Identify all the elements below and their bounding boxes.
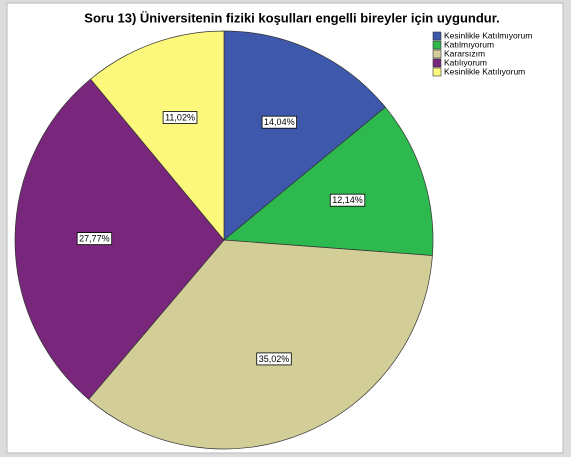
legend-label: Katılmıyorum [444, 39, 494, 49]
pie-slice [223, 106, 434, 256]
data-label: 12,14% [332, 195, 363, 205]
pie-slice [223, 30, 386, 241]
legend-label: Kararsızım [444, 48, 485, 58]
legend-swatch [432, 58, 442, 68]
data-label-box [261, 115, 297, 129]
legend-swatch [432, 49, 442, 59]
data-label-box [162, 111, 198, 124]
legend-swatch [432, 67, 442, 77]
chart-title: Soru 13) Üniversitenin fiziki koşulları … [84, 10, 499, 25]
legend-label: Kesinlikle Katılmıyorum [444, 30, 532, 40]
data-label-box [329, 193, 366, 207]
data-label: 35,02% [259, 354, 290, 364]
pie-slice [14, 78, 225, 400]
pie-slice [90, 30, 225, 241]
data-label: 14,04% [264, 117, 295, 127]
legend-swatch [432, 40, 442, 50]
data-label: 11,02% [165, 112, 195, 122]
pie-slice [88, 239, 433, 450]
data-label-box [256, 352, 292, 366]
legend-label: Kesinlikle Katılıyorum [444, 66, 525, 76]
legend-swatch [432, 31, 442, 41]
legend-label: Katılıyorum [444, 57, 487, 67]
data-label-box [76, 232, 113, 246]
data-label: 27,77% [79, 234, 110, 244]
